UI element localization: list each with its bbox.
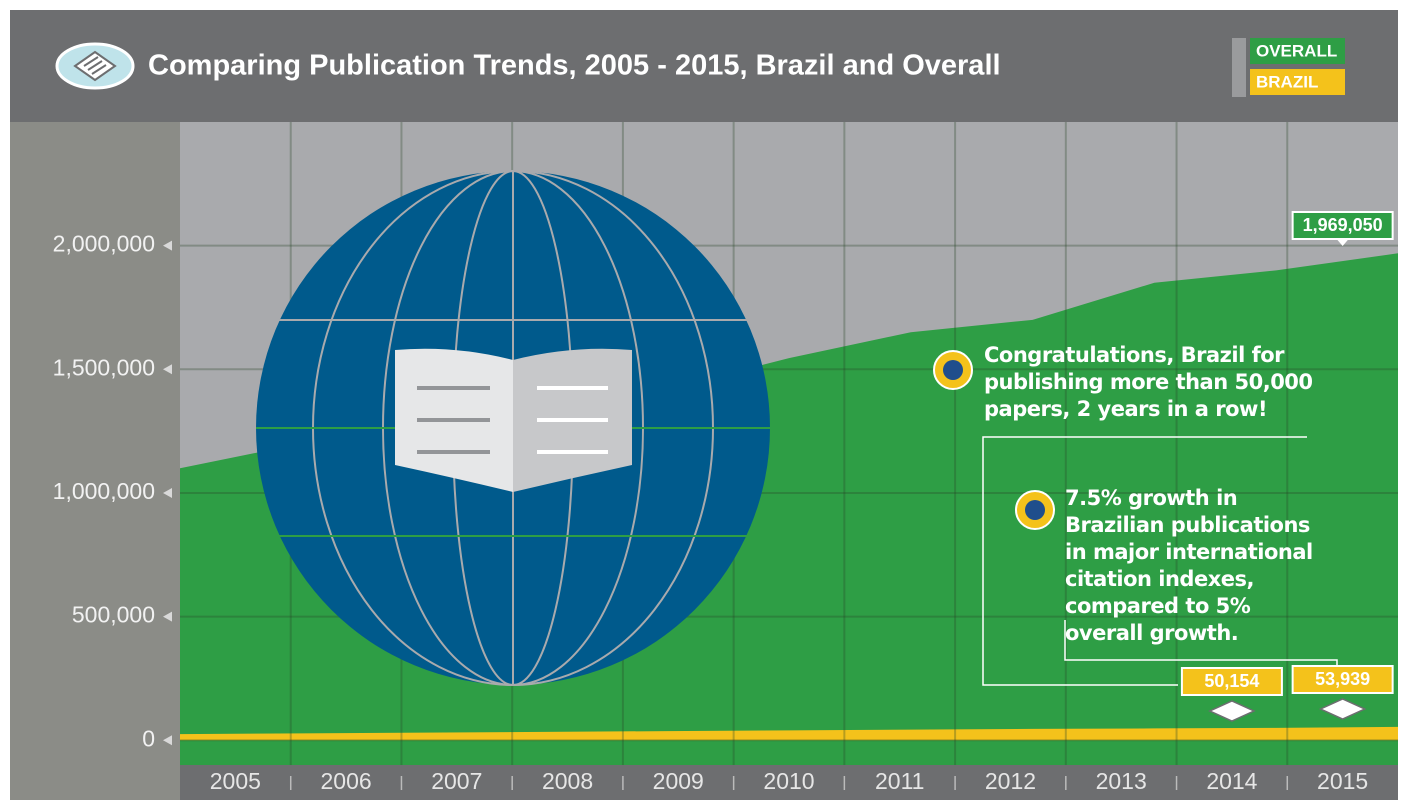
x-tick-label: 2014	[1206, 768, 1257, 794]
x-tick-label: 2015	[1317, 768, 1368, 794]
title-icon	[57, 44, 133, 88]
axis-panel	[10, 122, 180, 800]
value-label: 53,939	[1315, 669, 1370, 689]
page: Comparing Publication Trends, 2005 - 201…	[0, 0, 1408, 807]
value-label: 1,969,050	[1303, 215, 1383, 235]
x-tick-label: 2009	[653, 768, 704, 794]
x-tick-label: 2013	[1096, 768, 1147, 794]
brazil-badge	[934, 351, 972, 389]
value-label: 50,154	[1204, 671, 1259, 691]
annotation: 7.5% growth in Brazilian publications in…	[1065, 485, 1320, 647]
y-tick-label: 0	[142, 725, 155, 751]
y-tick-label: 2,000,000	[53, 231, 155, 257]
y-tick-label: 1,000,000	[53, 478, 155, 504]
chart-title: Comparing Publication Trends, 2005 - 201…	[148, 50, 1001, 82]
x-tick-label: 2012	[985, 768, 1036, 794]
legend-label: OVERALL	[1256, 41, 1337, 60]
y-tick-label: 1,500,000	[53, 354, 155, 380]
legend-label: BRAZIL	[1256, 72, 1318, 91]
book-icon	[395, 349, 632, 492]
x-tick-label: 2010	[763, 768, 814, 794]
legend-hatch	[1232, 38, 1246, 97]
x-tick-label: 2005	[210, 768, 261, 794]
brazil-badge	[1016, 491, 1054, 529]
y-tick-label: 500,000	[72, 602, 155, 628]
annotation: Congratulations, Brazil for publishing m…	[984, 342, 1314, 423]
x-tick-label: 2011	[875, 768, 924, 794]
x-tick-label: 2007	[431, 768, 482, 794]
x-tick-label: 2006	[321, 768, 372, 794]
x-tick-label: 2008	[542, 768, 593, 794]
